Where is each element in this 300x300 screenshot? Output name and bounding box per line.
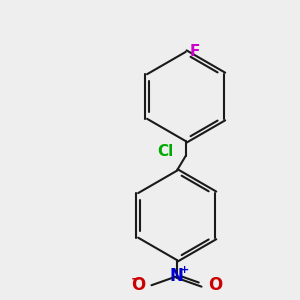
Text: O: O [208, 276, 222, 294]
Text: −: − [131, 273, 141, 286]
Text: +: + [180, 266, 189, 275]
Text: N: N [170, 267, 184, 285]
Text: Cl: Cl [158, 144, 174, 159]
Text: F: F [190, 44, 200, 59]
Text: O: O [131, 276, 146, 294]
